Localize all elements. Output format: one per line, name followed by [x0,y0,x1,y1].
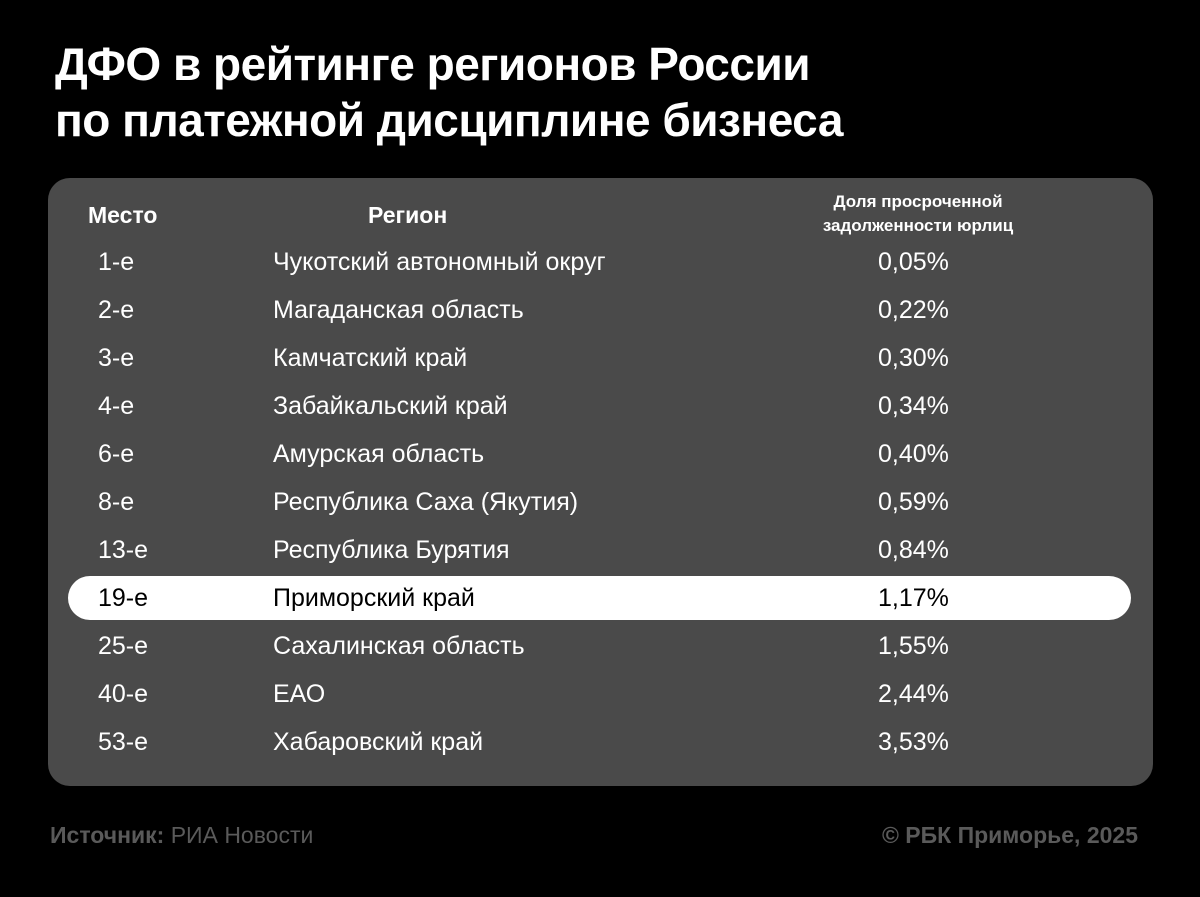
region-cell: Амурская область [273,440,485,468]
region-cell: Камчатский край [273,344,468,372]
table-row: 40-е ЕАО 2,44% [48,670,1153,718]
share-cell: 0,22% [878,296,949,324]
table-row: 8-е Республика Саха (Якутия) 0,59% [48,478,1153,526]
share-cell: 1,55% [878,632,949,660]
rank-cell: 19-е [98,584,149,612]
title-line-1: ДФО в рейтинге регионов России [55,38,811,90]
share-cell: 1,17% [878,584,949,612]
share-cell: 0,84% [878,536,949,564]
region-cell: Приморский край [273,584,475,612]
page-title: ДФО в рейтинге регионов России по платеж… [55,36,1155,148]
highlight-pill [68,576,1131,620]
share-cell: 0,05% [878,248,949,276]
share-cell: 0,30% [878,344,949,372]
ranking-table: Место Регион Доля просроченной задолженн… [48,178,1153,786]
share-cell: 0,40% [878,440,949,468]
column-header-place: Место [88,202,158,228]
table-row-highlighted: 19-е Приморский край 1,17% [48,574,1153,622]
table-row: 53-е Хабаровский край 3,53% [48,718,1153,766]
table-row: 6-е Амурская область 0,40% [48,430,1153,478]
region-cell: Хабаровский край [273,728,484,756]
column-header-share-line-1: Доля просроченной [833,192,1003,211]
source-value: РИА Новости [170,822,314,848]
rank-cell: 25-е [98,632,149,660]
source-note: Источник: РИА Новости [50,822,313,849]
share-cell: 0,34% [878,392,949,420]
region-cell: Чукотский автономный округ [273,248,606,276]
region-cell: Республика Бурятия [273,536,510,564]
rank-cell: 4-е [98,392,135,420]
region-cell: Забайкальский край [273,392,508,420]
region-cell: Республика Саха (Якутия) [273,488,579,516]
table-row: 3-е Камчатский край 0,30% [48,334,1153,382]
column-header-region: Регион [368,202,448,228]
copyright: © РБК Приморье, 2025 [881,822,1138,848]
table-row: 1-е Чукотский автономный округ 0,05% [48,238,1153,286]
table-row: 13-е Республика Бурятия 0,84% [48,526,1153,574]
table-row: 25-е Сахалинская область 1,55% [48,622,1153,670]
region-cell: Магаданская область [273,296,524,324]
region-cell: ЕАО [273,680,326,708]
rank-cell: 2-е [98,296,135,324]
rank-cell: 13-е [98,536,149,564]
table-row: 4-е Забайкальский край 0,34% [48,382,1153,430]
column-header-share: Доля просроченной задолженности юрлиц [788,190,1048,238]
table-body: 1-е Чукотский автономный округ 0,05% 2-е Маг… [48,238,1153,766]
rank-cell: 53-е [98,728,149,756]
rank-cell: 6-е [98,440,135,468]
source-label: Источник: [50,822,165,848]
table-row: 2-е Магаданская область 0,22% [48,286,1153,334]
rank-cell: 3-е [98,344,135,372]
region-cell: Сахалинская область [273,632,525,660]
share-cell: 0,59% [878,488,949,516]
rank-cell: 40-е [98,680,149,708]
rank-cell: 8-е [98,488,135,516]
share-cell: 2,44% [878,680,949,708]
title-line-2: по платежной дисциплине бизнеса [55,94,843,146]
column-header-share-line-2: задолженности юрлиц [822,216,1014,235]
rank-cell: 1-е [98,248,135,276]
share-cell: 3,53% [878,728,949,756]
